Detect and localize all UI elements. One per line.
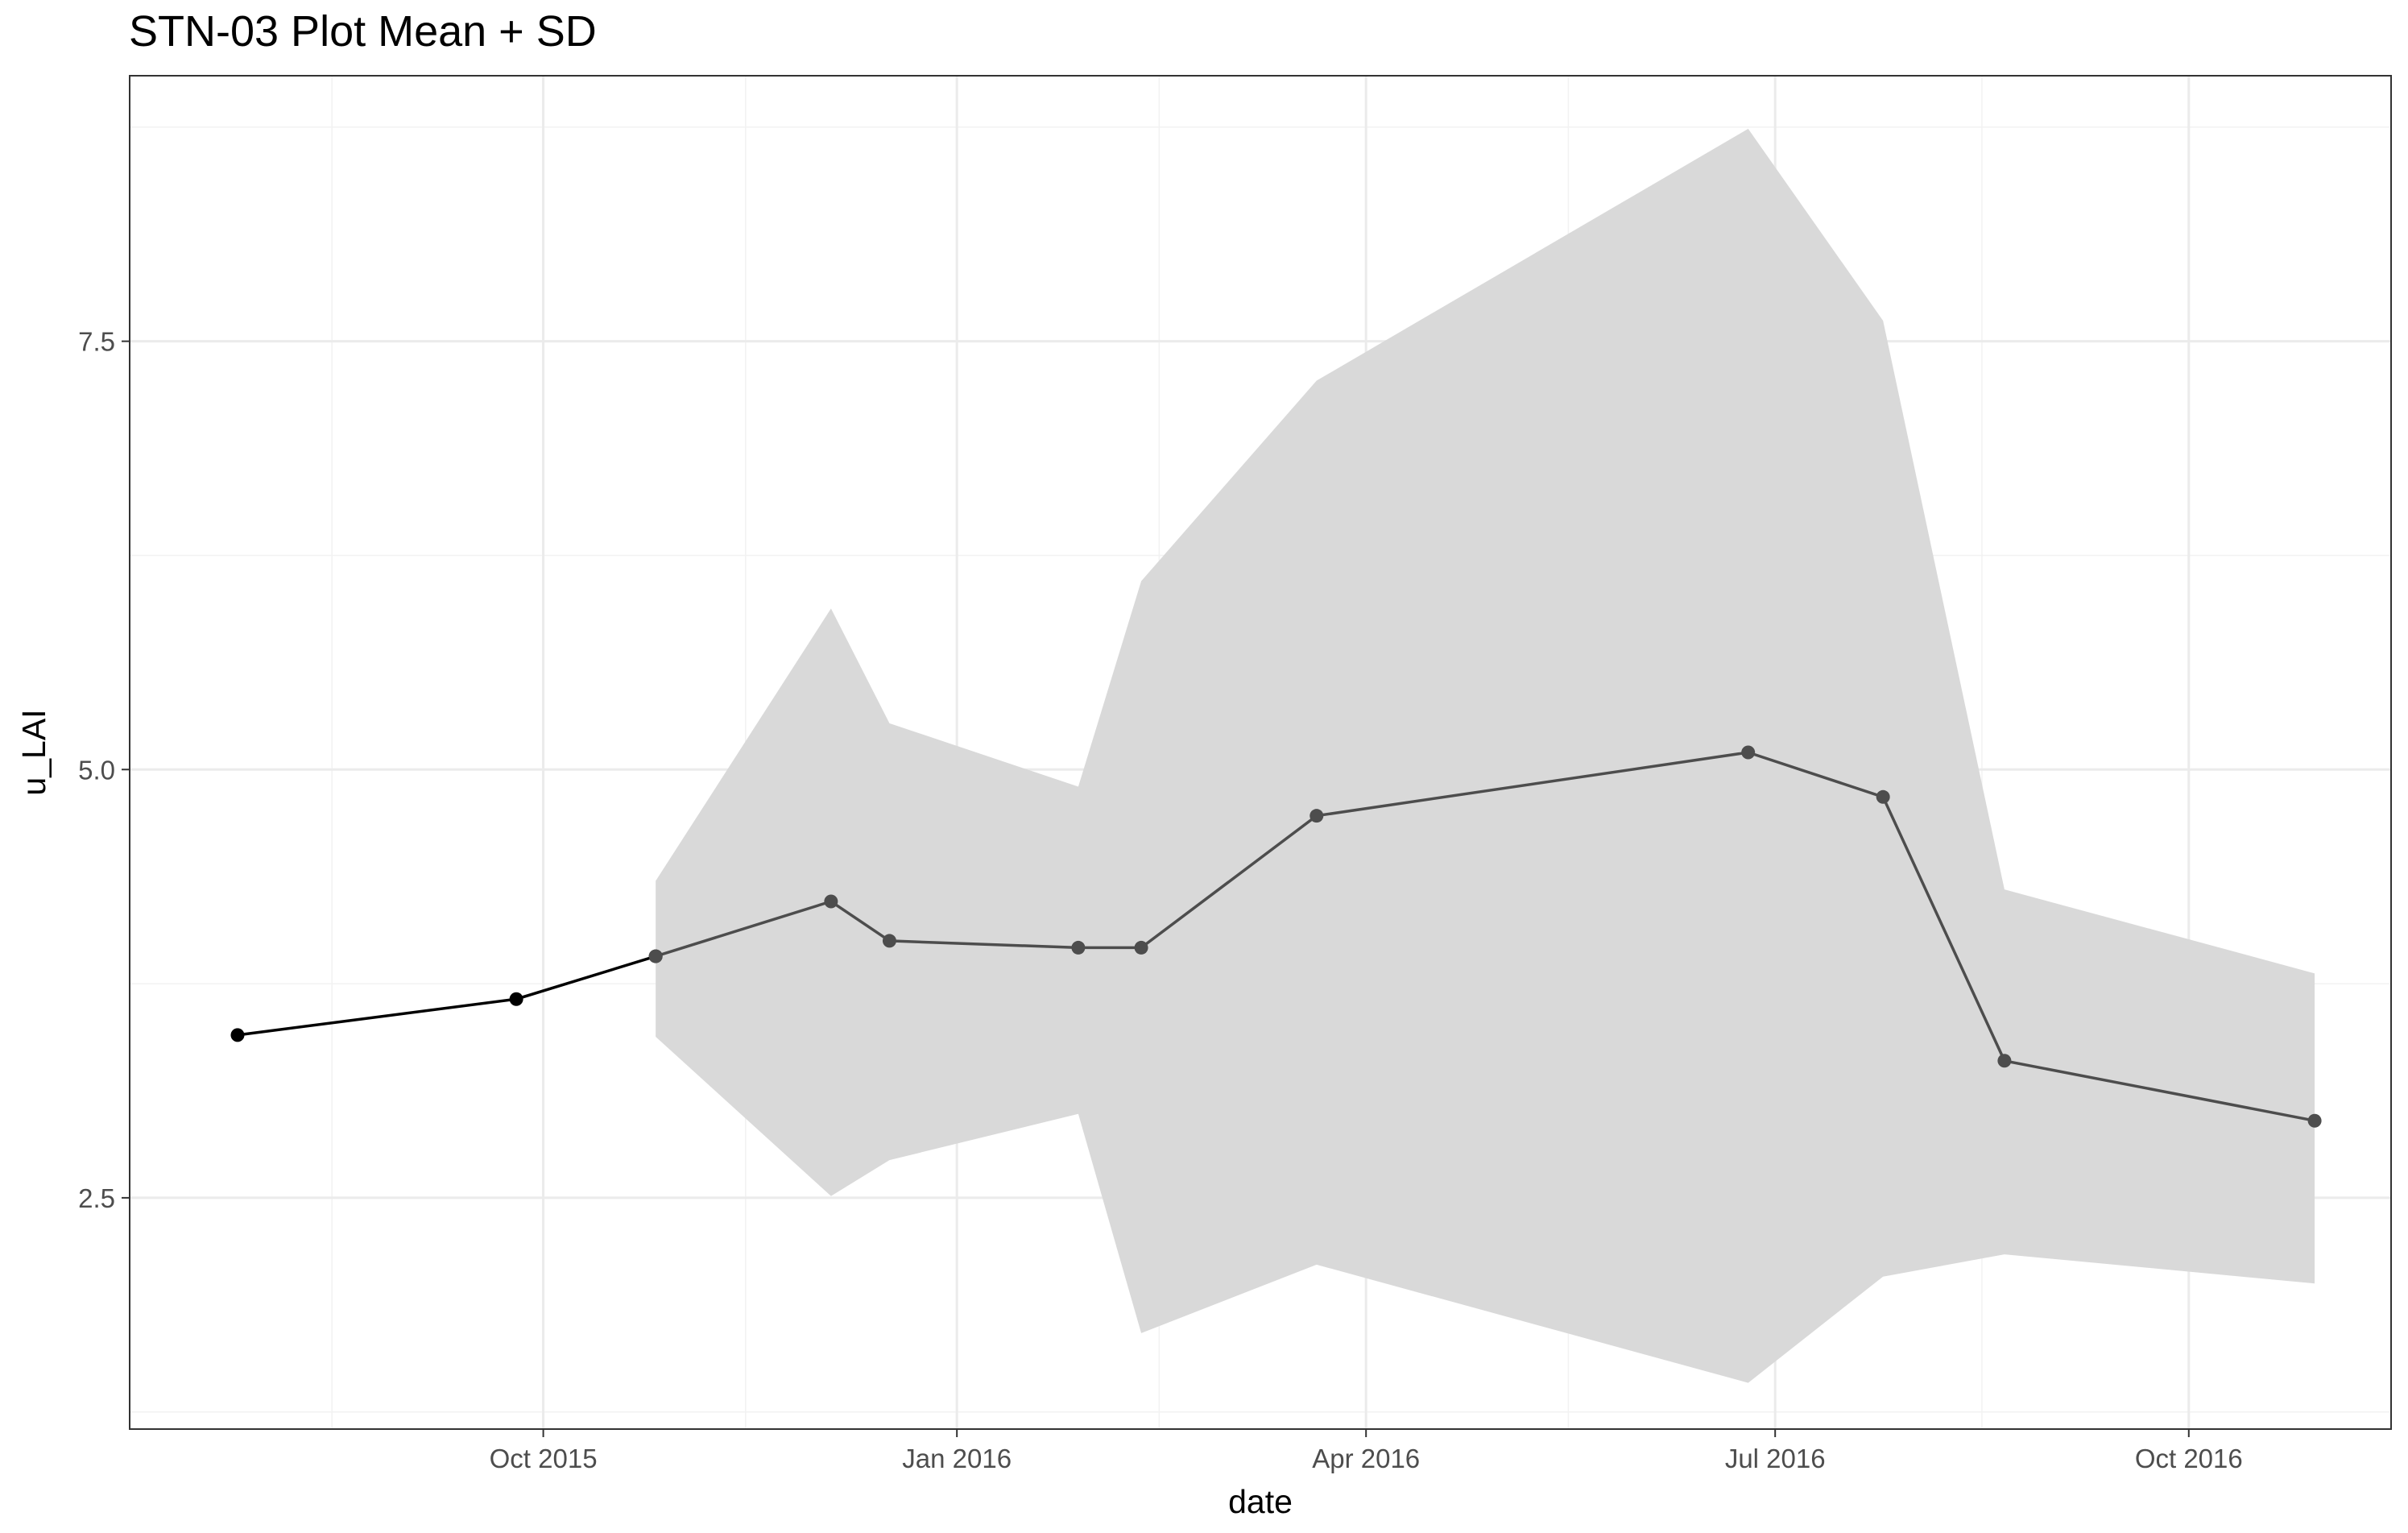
data-point	[1876, 789, 1890, 804]
data-point	[1997, 1054, 2012, 1068]
chart-title: STN-03 Plot Mean + SD	[129, 7, 597, 56]
x-tick-label: Oct 2016	[2135, 1444, 2243, 1473]
data-point	[2307, 1113, 2322, 1128]
data-point	[1741, 745, 1756, 760]
y-tick-label: 7.5	[78, 327, 115, 357]
data-point	[824, 894, 838, 909]
series-line	[655, 751, 2315, 1122]
data-point	[1310, 809, 1324, 823]
data-point	[230, 1028, 245, 1042]
axis-layer: Oct 2015 Jan 2016 Apr 2016 Jul 2016 Oct 2016…	[78, 327, 2243, 1473]
x-tick-label: Jan 2016	[902, 1444, 1012, 1473]
x-tick-label: Jul 2016	[1725, 1444, 1826, 1473]
panel-border	[129, 75, 2392, 1430]
y-tick-label: 5.0	[78, 755, 115, 785]
sd-ribbon	[656, 128, 2315, 1383]
y-tick-label: 2.5	[78, 1183, 115, 1213]
series-layer	[230, 745, 2322, 1128]
x-tick-label: Oct 2015	[490, 1444, 598, 1473]
data-point	[648, 949, 663, 963]
sd-ribbon-layer	[656, 128, 2315, 1383]
x-tick-label: Apr 2016	[1312, 1444, 1420, 1473]
x-axis-title: date	[1228, 1483, 1293, 1520]
y-axis-title: u_LAI	[15, 709, 52, 795]
data-point	[882, 934, 896, 948]
data-point	[509, 992, 523, 1006]
data-point	[1134, 940, 1148, 955]
data-point	[1071, 940, 1086, 955]
